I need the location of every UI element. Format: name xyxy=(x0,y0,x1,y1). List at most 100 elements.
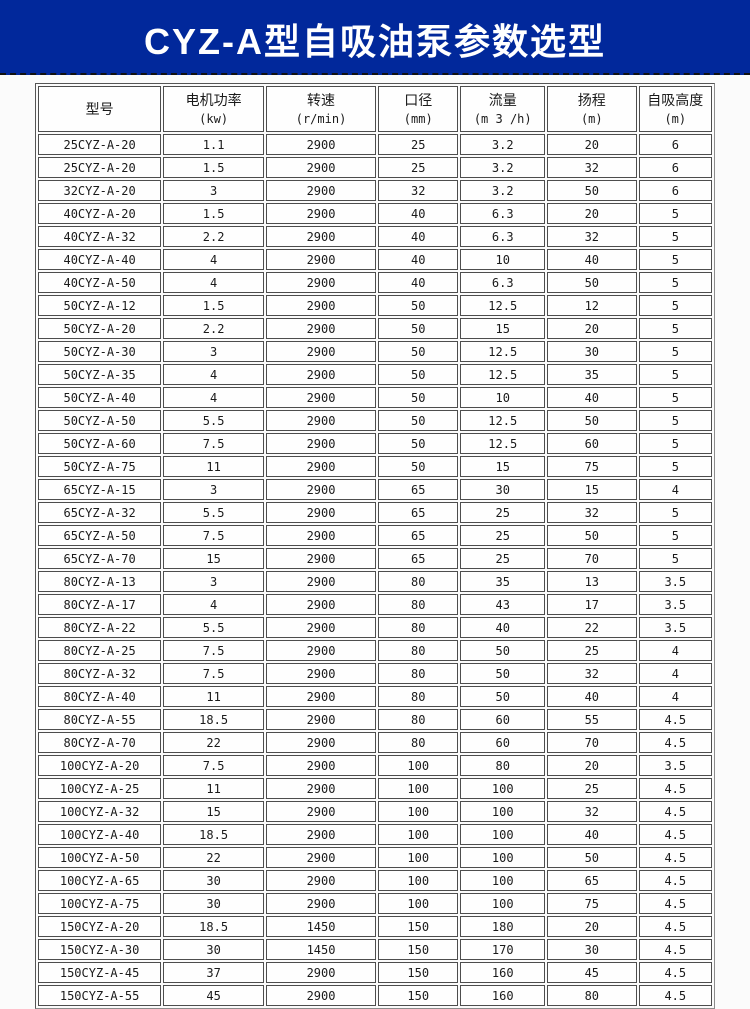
table-cell: 65 xyxy=(378,502,459,523)
table-cell: 50CYZ-A-12 xyxy=(38,295,162,316)
table-cell: 50CYZ-A-20 xyxy=(38,318,162,339)
table-cell: 150 xyxy=(378,939,459,960)
table-cell: 2900 xyxy=(266,525,377,546)
table-cell: 25 xyxy=(547,640,637,661)
table-cell: 65 xyxy=(378,525,459,546)
table-cell: 50CYZ-A-40 xyxy=(38,387,162,408)
table-row: 25CYZ-A-20 1.1 2900 25 3.2 20 6 xyxy=(38,134,712,155)
header-unit: (m) xyxy=(580,111,603,126)
table-cell: 40 xyxy=(547,686,637,707)
table-cell: 3 xyxy=(163,341,265,362)
table-cell: 5.5 xyxy=(163,502,265,523)
table-cell: 70 xyxy=(547,732,637,753)
table-cell: 2900 xyxy=(266,732,377,753)
table-cell: 40 xyxy=(378,272,459,293)
table-cell: 2900 xyxy=(266,893,377,914)
table-cell: 50 xyxy=(378,387,459,408)
table-cell: 3.5 xyxy=(638,617,712,638)
table-cell: 4.5 xyxy=(638,893,712,914)
table-cell: 12.5 xyxy=(460,341,545,362)
table-row: 80CYZ-A-70 22 2900 80 60 70 4.5 xyxy=(38,732,712,753)
table-cell: 50 xyxy=(378,364,459,385)
table-cell: 2900 xyxy=(266,778,377,799)
table-cell: 50 xyxy=(378,341,459,362)
table-cell: 4.5 xyxy=(638,985,712,1006)
table-cell: 4.5 xyxy=(638,732,712,753)
table-row: 80CYZ-A-13 3 2900 80 35 13 3.5 xyxy=(38,571,712,592)
header-cell-6: 自吸高度 (m) xyxy=(638,86,712,132)
table-cell: 15 xyxy=(460,318,545,339)
table-row: 65CYZ-A-32 5.5 2900 65 25 32 5 xyxy=(38,502,712,523)
table-cell: 5 xyxy=(638,525,712,546)
table-cell: 4.5 xyxy=(638,801,712,822)
table-cell: 100 xyxy=(460,847,545,868)
table-cell: 7.5 xyxy=(163,525,265,546)
table-cell: 50 xyxy=(460,686,545,707)
table-cell: 50 xyxy=(460,640,545,661)
table-row: 50CYZ-A-30 3 2900 50 12.5 30 5 xyxy=(38,341,712,362)
table-cell: 80CYZ-A-40 xyxy=(38,686,162,707)
table-cell: 80CYZ-A-32 xyxy=(38,663,162,684)
table-cell: 2900 xyxy=(266,364,377,385)
table-cell: 25 xyxy=(460,502,545,523)
page-title: CYZ-A型自吸油泵参数选型 xyxy=(144,20,606,62)
table-cell: 4 xyxy=(638,640,712,661)
table-cell: 180 xyxy=(460,916,545,937)
table-cell: 2900 xyxy=(266,663,377,684)
table-cell: 50 xyxy=(378,433,459,454)
table-cell: 6.3 xyxy=(460,272,545,293)
table-cell: 65CYZ-A-50 xyxy=(38,525,162,546)
header-unit: (m) xyxy=(664,111,687,126)
table-cell: 3 xyxy=(163,571,265,592)
table-cell: 45 xyxy=(163,985,265,1006)
table-cell: 100CYZ-A-32 xyxy=(38,801,162,822)
table-cell: 13 xyxy=(547,571,637,592)
table-cell: 2900 xyxy=(266,571,377,592)
table-row: 50CYZ-A-75 11 2900 50 15 75 5 xyxy=(38,456,712,477)
table-row: 50CYZ-A-40 4 2900 50 10 40 5 xyxy=(38,387,712,408)
table-cell: 100 xyxy=(378,893,459,914)
table-cell: 80 xyxy=(378,709,459,730)
table-cell: 40 xyxy=(378,249,459,270)
table-cell: 32 xyxy=(547,502,637,523)
table-cell: 40 xyxy=(378,226,459,247)
table-cell: 25 xyxy=(547,778,637,799)
table-cell: 3.2 xyxy=(460,134,545,155)
header-label: 流量 xyxy=(488,91,517,108)
table-cell: 32 xyxy=(547,226,637,247)
header-cell-3: 口径 (mm) xyxy=(378,86,459,132)
table-cell: 2900 xyxy=(266,433,377,454)
table-cell: 5 xyxy=(638,203,712,224)
table-cell: 5 xyxy=(638,502,712,523)
table-cell: 5.5 xyxy=(163,617,265,638)
table-cell: 5 xyxy=(638,433,712,454)
table-cell: 1.1 xyxy=(163,134,265,155)
table-cell: 4 xyxy=(163,364,265,385)
table-cell: 50CYZ-A-60 xyxy=(38,433,162,454)
table-cell: 15 xyxy=(163,548,265,569)
header-cell-4: 流量 (m 3 /h) xyxy=(460,86,545,132)
table-cell: 2900 xyxy=(266,341,377,362)
table-cell: 22 xyxy=(163,732,265,753)
table-cell: 80CYZ-A-13 xyxy=(38,571,162,592)
table-cell: 3.2 xyxy=(460,157,545,178)
table-cell: 50CYZ-A-75 xyxy=(38,456,162,477)
table-cell: 35 xyxy=(460,571,545,592)
table-cell: 32 xyxy=(547,663,637,684)
table-cell: 5 xyxy=(638,364,712,385)
table-cell: 2900 xyxy=(266,801,377,822)
table-cell: 150 xyxy=(378,962,459,983)
table-cell: 65CYZ-A-32 xyxy=(38,502,162,523)
table-cell: 15 xyxy=(547,479,637,500)
table-cell: 2900 xyxy=(266,157,377,178)
table-cell: 2900 xyxy=(266,594,377,615)
table-cell: 100CYZ-A-20 xyxy=(38,755,162,776)
table-cell: 1450 xyxy=(266,939,377,960)
table-cell: 1.5 xyxy=(163,203,265,224)
table-cell: 2900 xyxy=(266,203,377,224)
table-cell: 5 xyxy=(638,548,712,569)
table-row: 100CYZ-A-20 7.5 2900 100 80 20 3.5 xyxy=(38,755,712,776)
table-cell: 100 xyxy=(378,778,459,799)
table-cell: 50 xyxy=(547,525,637,546)
table-cell: 2900 xyxy=(266,755,377,776)
